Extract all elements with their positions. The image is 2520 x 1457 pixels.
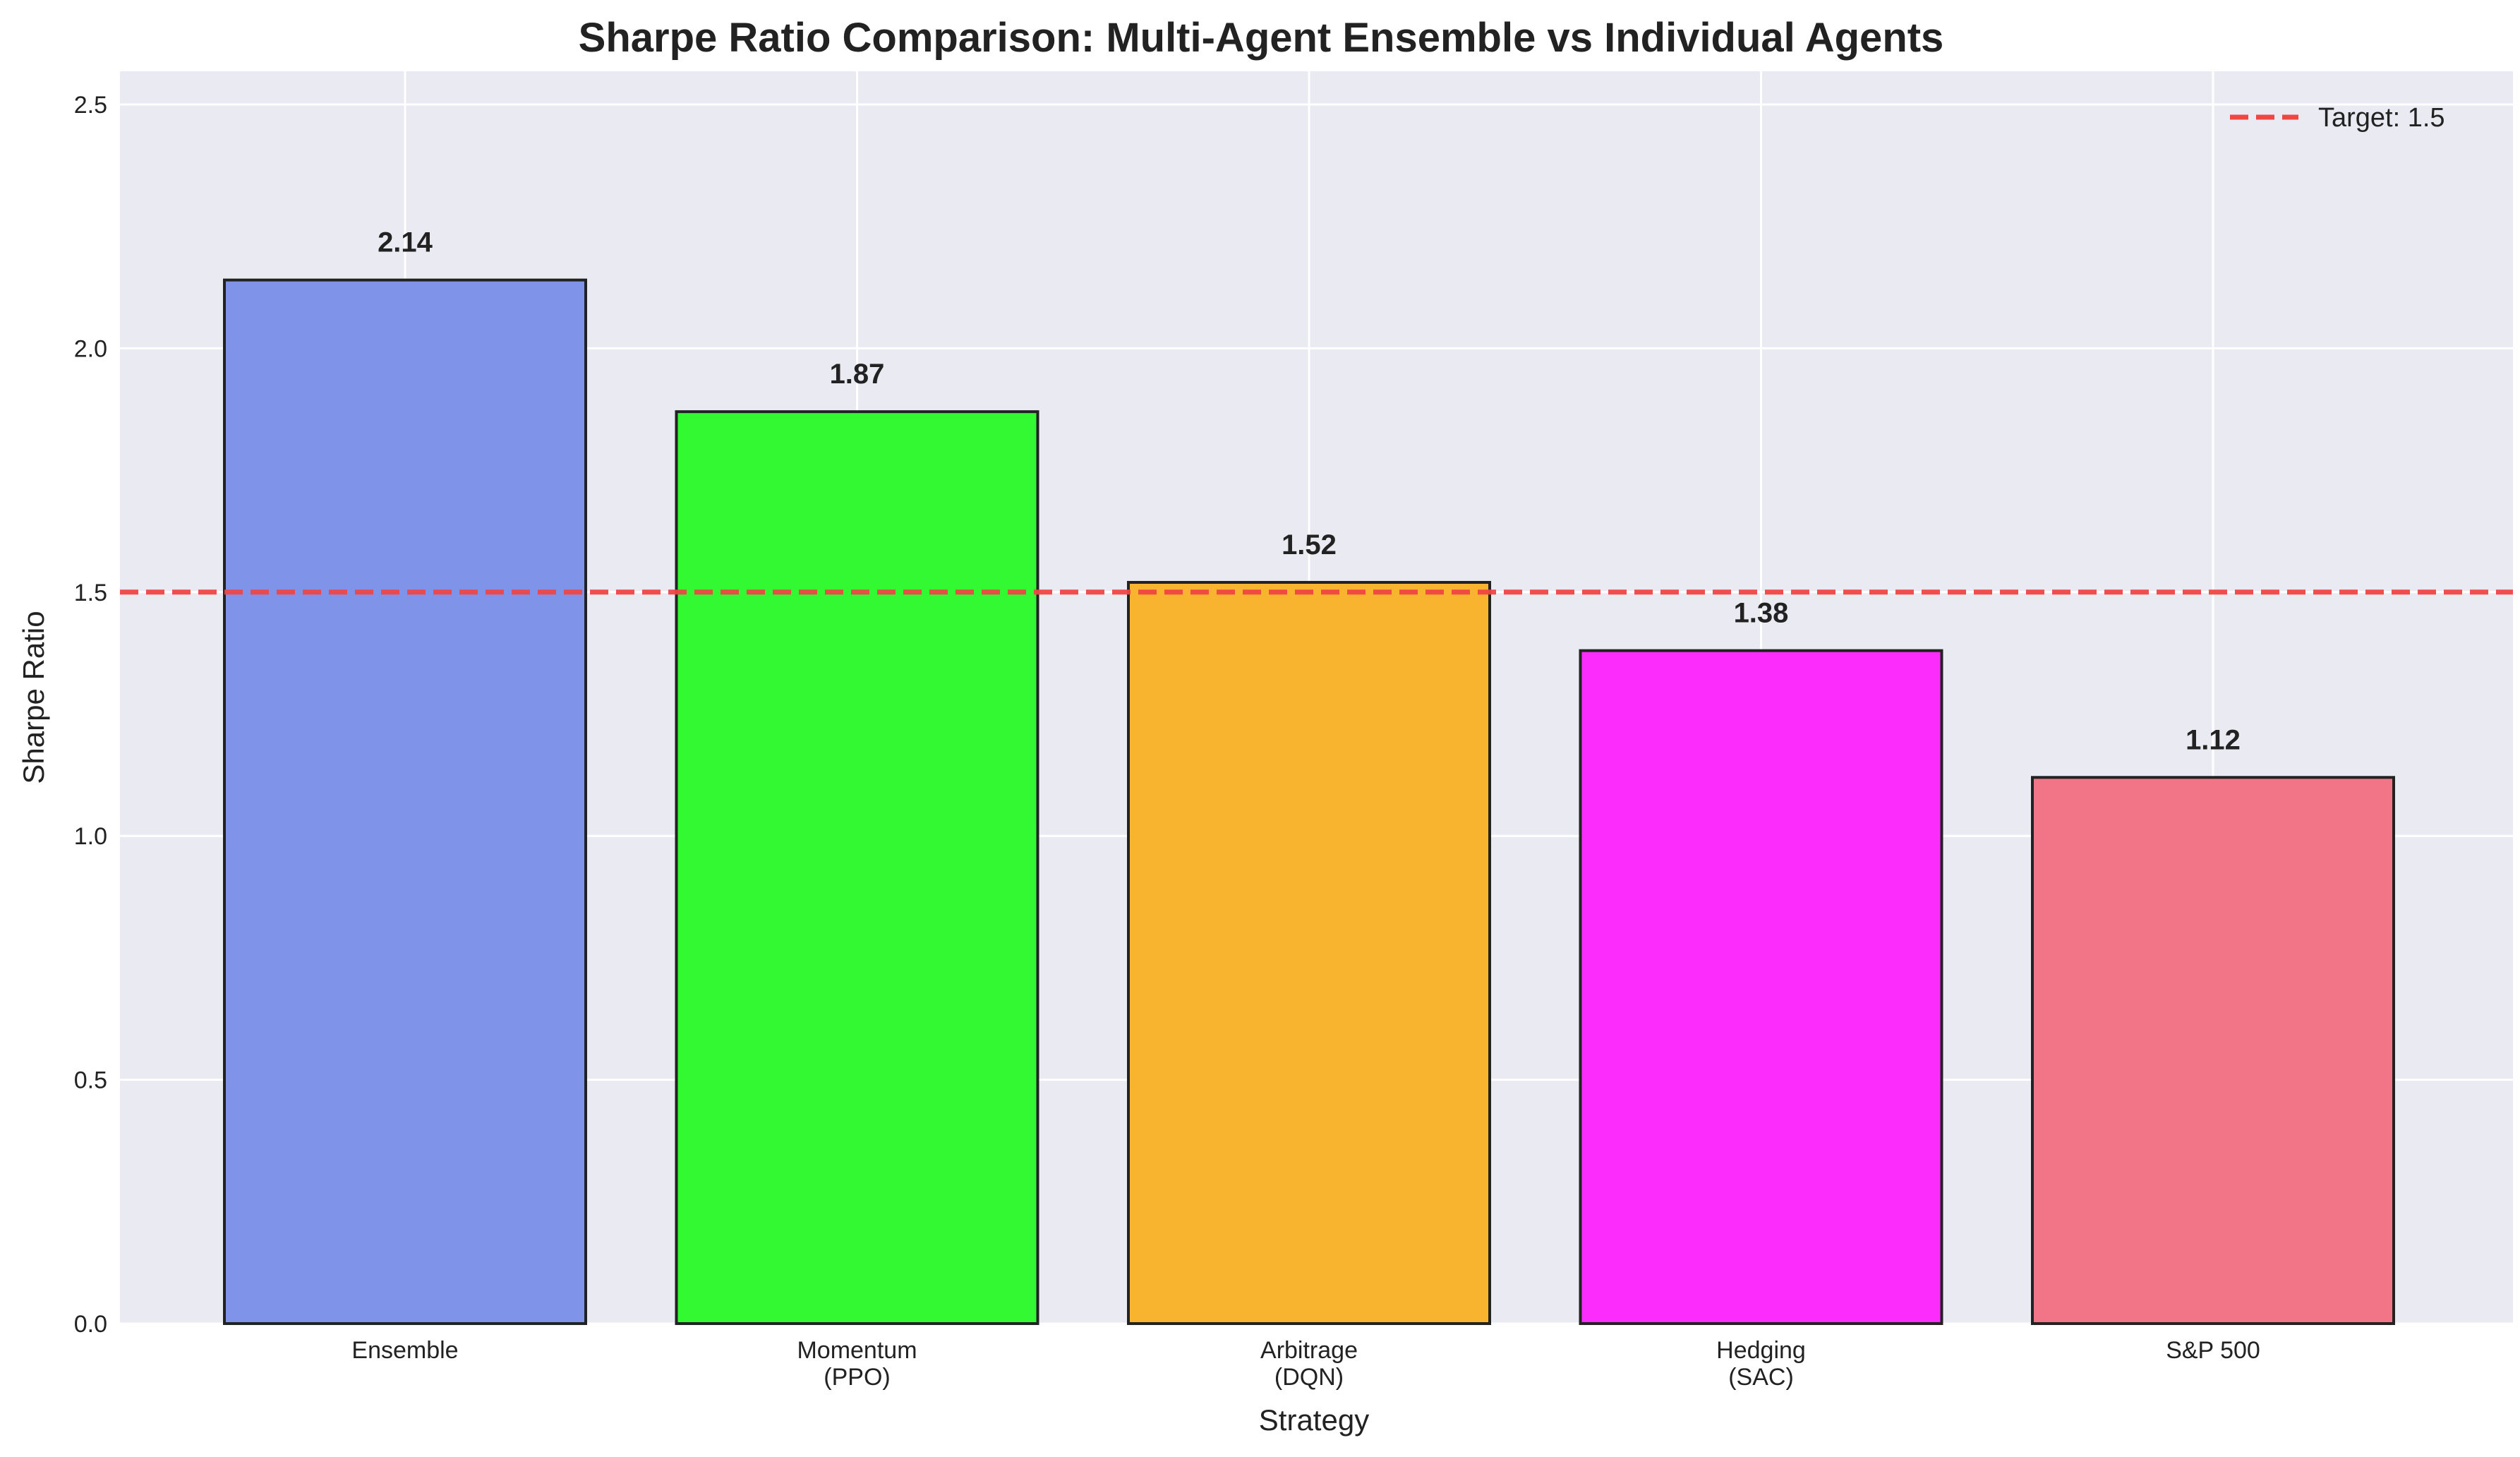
x-tick-label-4-0: S&P 500 — [2166, 1337, 2260, 1364]
value-label-0: 2.14 — [378, 227, 433, 258]
y-tick-label-4: 2.0 — [74, 335, 107, 362]
bar-4 — [2031, 776, 2395, 1325]
x-tick-label-1-0: Momentum — [797, 1337, 917, 1364]
x-tick-label-2-0: Arbitrage — [1260, 1337, 1358, 1364]
x-tick-label-3-1: (SAC) — [1728, 1364, 1794, 1391]
value-label-1: 1.87 — [830, 359, 885, 390]
legend: Target: 1.5 — [2230, 103, 2445, 133]
bars — [223, 278, 2395, 1326]
bar-1 — [675, 410, 1039, 1326]
x-tick-label-3-0: Hedging — [1716, 1337, 1806, 1364]
y-tick-label-1: 0.5 — [74, 1067, 107, 1094]
bar-2 — [1127, 580, 1491, 1325]
x-tick-label-1-1: (PPO) — [824, 1364, 890, 1391]
bar-3 — [1579, 649, 1943, 1325]
value-label-3: 1.38 — [1734, 598, 1789, 629]
bar-0 — [223, 278, 587, 1326]
y-axis-label: Sharpe Ratio — [17, 611, 50, 784]
x-tick-label-0-0: Ensemble — [351, 1337, 458, 1364]
legend-entry-target: Target: 1.5 — [2318, 103, 2445, 133]
x-tick-labels: Ensemble Momentum(PPO) Arbitrage(DQN) Hedgi… — [351, 1337, 2260, 1391]
y-tick-labels: 0.0 0.5 1.0 1.5 2.0 2.5 — [74, 92, 107, 1338]
y-tick-label-5: 2.5 — [74, 92, 107, 119]
value-label-2: 1.52 — [1282, 529, 1337, 560]
y-tick-label-0: 0.0 — [74, 1311, 107, 1338]
value-label-4: 1.12 — [2186, 724, 2241, 755]
y-tick-label-2: 1.0 — [74, 823, 107, 850]
x-axis-label: Strategy — [1259, 1403, 1369, 1437]
value-labels: 2.14 1.87 1.52 1.38 1.12 — [378, 227, 2241, 756]
y-tick-label-3: 1.5 — [74, 580, 107, 606]
x-tick-label-2-1: (DQN) — [1274, 1364, 1344, 1391]
chart-title: Sharpe Ratio Comparison: Multi-Agent Ens… — [579, 15, 1944, 61]
